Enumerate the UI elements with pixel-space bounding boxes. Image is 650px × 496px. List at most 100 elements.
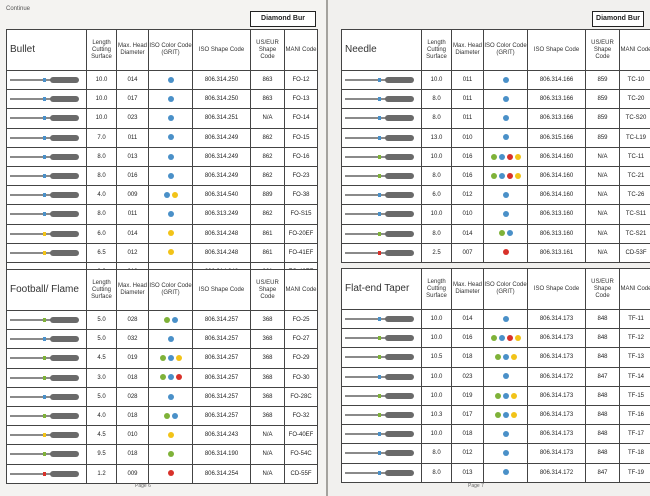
bur-band bbox=[42, 337, 46, 342]
cell-iso: 806.314.254 bbox=[192, 463, 251, 484]
column-header-iso: ISO Shape Code bbox=[192, 29, 251, 71]
column-header-grit: ISO Color Code (GRIT) bbox=[483, 268, 528, 310]
bur-drawing bbox=[345, 114, 418, 122]
cell-mani: FO-30 bbox=[284, 367, 318, 388]
cell-us: N/A bbox=[250, 108, 285, 129]
bur-drawing bbox=[345, 210, 418, 218]
cell-dia: 011 bbox=[451, 108, 484, 129]
bur-head bbox=[50, 153, 80, 160]
page-right: Diamond Bur Needle Length Cutting Surface… bbox=[328, 0, 650, 496]
bur-image bbox=[341, 185, 422, 206]
cell-us: N/A bbox=[585, 185, 620, 206]
grit-dot-blue bbox=[171, 316, 178, 323]
table-row: 9.5 018 806.314.190 N/A FO-54C bbox=[6, 444, 318, 465]
cell-us: 862 bbox=[250, 127, 285, 148]
grit-dot-yellow bbox=[175, 355, 182, 362]
cell-mani: TF-18 bbox=[619, 443, 650, 464]
page-number-left: Page 6 bbox=[135, 483, 151, 489]
bur-band bbox=[377, 135, 381, 140]
column-header-grit: ISO Color Code (GRIT) bbox=[148, 269, 193, 311]
cell-us: 862 bbox=[250, 165, 285, 187]
cell-dia: 011 bbox=[116, 204, 149, 225]
column-header-dia: Max. Head Diameter bbox=[451, 29, 484, 71]
bur-image bbox=[6, 165, 87, 187]
cell-grit bbox=[148, 367, 193, 388]
bur-drawing bbox=[345, 76, 418, 84]
cell-mani: TC-20 bbox=[619, 89, 650, 110]
cell-dia: 017 bbox=[116, 89, 149, 110]
cell-grit bbox=[483, 443, 528, 464]
group-title: Football/ Flame bbox=[6, 269, 87, 311]
bur-image bbox=[6, 463, 87, 484]
bur-head bbox=[385, 335, 415, 342]
cell-len: 10.0 bbox=[421, 146, 452, 167]
bur-drawing bbox=[345, 430, 418, 438]
cell-len: 10.5 bbox=[421, 347, 452, 368]
bur-shank bbox=[10, 395, 62, 398]
cell-mani: TF-12 bbox=[619, 328, 650, 349]
cell-dia: 012 bbox=[116, 242, 149, 263]
cell-mani: FO-16 bbox=[284, 146, 318, 167]
cell-mani: FO-14 bbox=[284, 108, 318, 129]
cell-iso: 806.313.160 bbox=[527, 204, 586, 225]
cell-mani: TC-21 bbox=[619, 165, 650, 187]
cell-mani: FO-15 bbox=[284, 127, 318, 148]
grit-dot-green bbox=[498, 230, 505, 237]
bur-shank bbox=[10, 376, 62, 379]
cell-us: 368 bbox=[250, 309, 285, 331]
cell-us: N/A bbox=[250, 425, 285, 446]
bur-head bbox=[50, 432, 80, 439]
bur-image bbox=[6, 185, 87, 206]
cell-grit bbox=[483, 308, 528, 330]
cell-iso: 806.314.243 bbox=[192, 425, 251, 446]
column-header-len: Length Cutting Surface bbox=[86, 269, 117, 311]
bur-drawing bbox=[345, 249, 418, 257]
cell-dia: 014 bbox=[451, 308, 484, 330]
cell-len: 8.0 bbox=[421, 443, 452, 464]
cell-us: N/A bbox=[585, 165, 620, 187]
bur-head bbox=[50, 413, 80, 420]
table-row: 10.0 023 806.314.172 847 TF-14 bbox=[341, 366, 650, 387]
bur-band bbox=[377, 413, 381, 418]
group-title: Flat-end Taper bbox=[341, 268, 422, 310]
grit-dot-yellow bbox=[167, 230, 174, 237]
table-row: 4.0 018 806.314.257 368 FO-32 bbox=[6, 405, 318, 427]
bur-head bbox=[50, 173, 80, 180]
table-row: 8.0 016 806.314.160 N/A TC-21 bbox=[341, 165, 650, 187]
cell-grit bbox=[483, 328, 528, 349]
cell-grit bbox=[148, 405, 193, 427]
bur-head bbox=[50, 336, 80, 343]
column-header-grit: ISO Color Code (GRIT) bbox=[148, 29, 193, 71]
cell-us: 368 bbox=[250, 329, 285, 350]
cell-grit bbox=[148, 108, 193, 129]
bur-shank bbox=[10, 117, 62, 120]
bur-shank bbox=[10, 155, 62, 158]
cell-dia: 018 bbox=[116, 367, 149, 388]
cell-iso: 806.314.257 bbox=[192, 367, 251, 388]
cell-us: 368 bbox=[250, 367, 285, 388]
cell-len: 6.5 bbox=[86, 242, 117, 263]
cell-grit bbox=[148, 204, 193, 225]
grit-dot-red bbox=[506, 153, 513, 160]
column-header-dia: Max. Head Diameter bbox=[116, 29, 149, 71]
grit-dot-blue bbox=[167, 172, 174, 179]
cell-grit bbox=[483, 424, 528, 445]
cell-iso: 806.314.173 bbox=[527, 308, 586, 330]
cell-mani: FO-S15 bbox=[284, 204, 318, 225]
bur-band bbox=[42, 116, 46, 121]
bur-drawing bbox=[345, 153, 418, 161]
bur-shank bbox=[10, 232, 62, 235]
grit-dot-blue bbox=[502, 134, 509, 141]
cell-dia: 012 bbox=[451, 185, 484, 206]
bur-band bbox=[377, 336, 381, 341]
grit-dot-blue bbox=[502, 354, 509, 361]
bur-drawing bbox=[10, 316, 83, 324]
cell-dia: 019 bbox=[451, 385, 484, 406]
grit-dot-blue bbox=[502, 95, 509, 102]
cell-us: 859 bbox=[585, 127, 620, 148]
grit-dot-red bbox=[167, 470, 174, 477]
cell-iso: 806.313.161 bbox=[527, 242, 586, 263]
cell-len: 10.0 bbox=[86, 69, 117, 91]
column-header-mani: MANI Code bbox=[284, 29, 318, 71]
cell-grit bbox=[483, 127, 528, 148]
